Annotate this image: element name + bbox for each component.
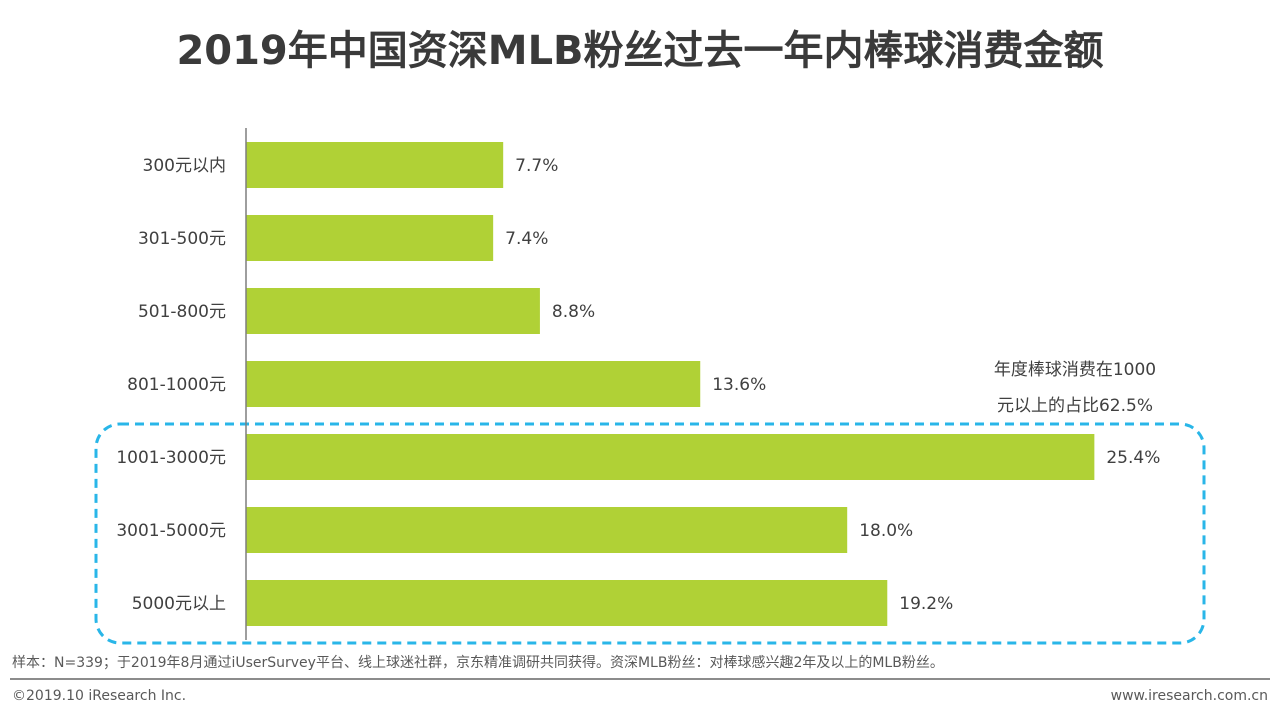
data-label: 8.8% [552,302,595,322]
copyright: ©2019.10 iResearch Inc. [12,688,187,704]
data-label: 19.2% [899,594,953,614]
data-label: 13.6% [712,375,766,395]
bar [246,507,848,553]
website-link[interactable]: www.iresearch.com.cn [1110,688,1268,704]
data-label: 7.4% [505,229,548,249]
chart-title: 2019年中国资深MLB粉丝过去一年内棒球消费金额 [176,28,1104,74]
bar [246,288,540,334]
bar [246,434,1095,480]
data-label: 25.4% [1106,448,1160,468]
bar [246,361,701,407]
category-label: 801-1000元 [127,375,226,395]
sample-note: 样本：N=339；于2019年8月通过iUserSurvey平台、线上球迷社群，… [12,655,944,671]
bar [246,580,888,626]
annotation-line-1: 年度棒球消费在1000 [993,360,1157,380]
bar [246,142,504,188]
data-label: 18.0% [859,521,913,541]
category-label: 501-800元 [138,302,226,322]
data-label: 7.7% [515,156,558,176]
category-label: 301-500元 [138,229,226,249]
highlight-box [94,422,1206,645]
annotation-line-2: 元以上的占比62.5% [996,396,1153,416]
footer-divider [10,678,1270,680]
category-label: 3001-5000元 [116,521,226,541]
category-label: 1001-3000元 [116,448,226,468]
annotation: 年度棒球消费在1000 元以上的占比62.5% [960,352,1190,424]
bar [246,215,494,261]
category-label: 5000元以上 [132,594,226,614]
bar-chart: 300元以内 7.7% 301-500元 7.4% 501-800元 8.8% 801-10… [94,128,1206,645]
category-label: 300元以内 [143,156,226,176]
